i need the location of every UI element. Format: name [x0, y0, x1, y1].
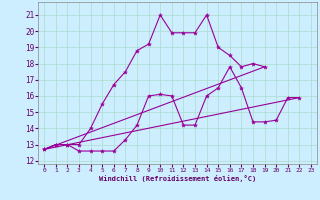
X-axis label: Windchill (Refroidissement éolien,°C): Windchill (Refroidissement éolien,°C)	[99, 175, 256, 182]
